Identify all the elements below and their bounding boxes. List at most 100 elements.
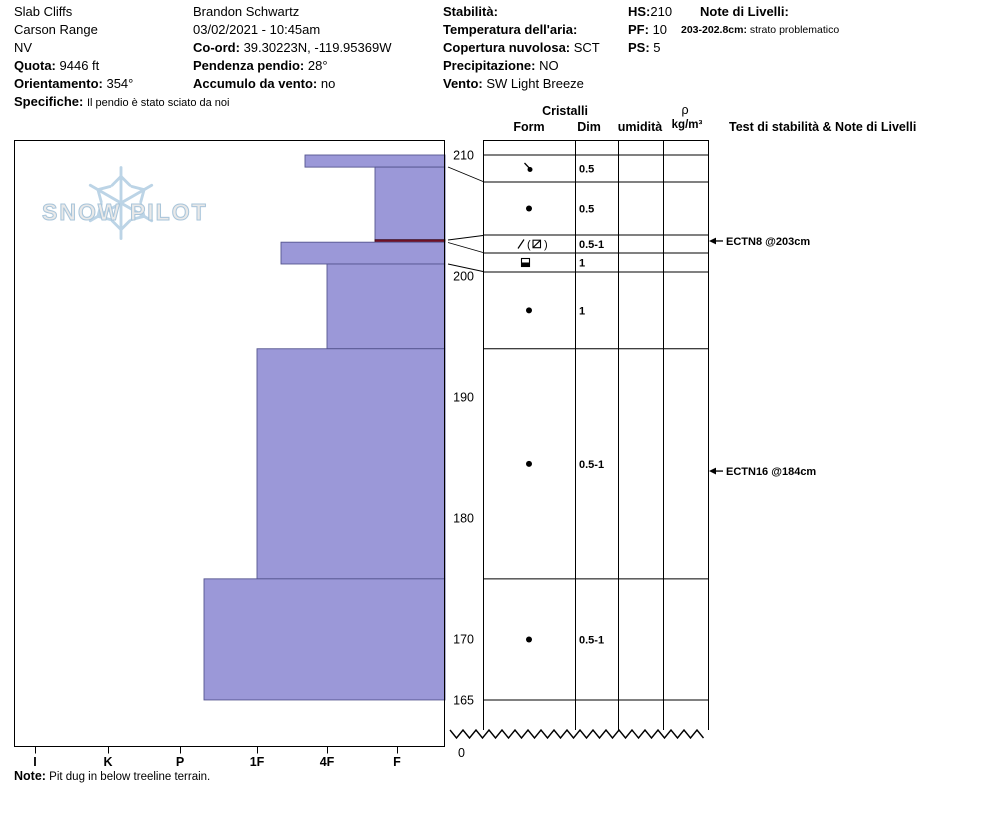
pf-label: PF:	[628, 22, 649, 37]
grain-form-symbol-rounded	[526, 460, 532, 467]
grain-form-paren-open: (	[527, 239, 531, 251]
pf-row: PF: 10	[628, 22, 672, 40]
specifics-label: Specifiche:	[14, 94, 84, 109]
grain-size-value: 0.5-1	[579, 459, 604, 471]
hardness-axis-label: F	[393, 755, 401, 769]
air-temp-row: Temperatura dell'aria:	[443, 22, 600, 40]
aspect-row: Orientamento: 354°	[14, 76, 229, 94]
crystals-column-header: Cristalli	[542, 104, 588, 118]
grain-size-value: 1	[579, 305, 585, 317]
depth-axis-zero-label: 0	[458, 746, 465, 760]
snow-layer-bar	[304, 154, 446, 168]
depth-axis-label: 200	[453, 269, 474, 283]
grain-form-symbol-rounded	[526, 307, 532, 314]
footer-note: Note: Pit dug in below treeline terrain.	[14, 769, 210, 783]
sky-cover-value: SCT	[573, 40, 600, 55]
sky-cover-row: Copertura nuvolosa: SCT	[443, 40, 600, 58]
layer-leader-line	[447, 263, 484, 272]
layer-leader-line	[447, 242, 484, 253]
header-snowpack-block: HS:210 PF: 10 PS: 5	[628, 4, 672, 58]
slope-angle-row: Pendenza pendio: 28°	[193, 58, 391, 76]
wind-row: Vento: SW Light Breeze	[443, 76, 600, 94]
mountain-range: Carson Range	[14, 22, 98, 37]
wind-value: SW Light Breeze	[486, 76, 584, 91]
elevation-label: Quota:	[14, 58, 56, 73]
stability-tests-column-header: Test di stabilità & Note di Livelli	[729, 120, 917, 134]
density-symbol-header: ρ	[681, 103, 689, 117]
form-column-header: Form	[513, 120, 545, 134]
depth-axis-label: 190	[453, 391, 474, 405]
layer-notes-title: Note di Livelli:	[700, 4, 789, 19]
hardness-axis-label: 4F	[320, 755, 335, 769]
stability-label: Stabilità:	[443, 4, 498, 19]
pf-value: 10	[652, 22, 668, 37]
snow-layer-bar	[203, 578, 446, 701]
header-observer-block: Brandon Schwartz 03/02/2021 - 10:45am Co…	[193, 4, 391, 94]
grain-form-symbol-rounded	[526, 636, 532, 643]
hs-row: HS:210	[628, 4, 672, 22]
grain-form-symbol-crust-fill	[521, 262, 530, 267]
observer-name: Brandon Schwartz	[193, 4, 300, 19]
layer-notes-entry: 203-202.8cm: strato problematico	[681, 24, 839, 38]
grain-size-value: 1	[579, 258, 585, 270]
grain-form-symbol-decomposing-slash	[524, 162, 531, 170]
grain-form-symbol-rounded	[526, 205, 532, 212]
test-arrow-icon	[709, 237, 716, 245]
hardness-axis-label: P	[176, 755, 184, 769]
snow-layer-bar	[374, 166, 446, 241]
layer-leader-line	[447, 166, 484, 182]
footer-note-text: Pit dug in below treeline terrain.	[49, 771, 211, 783]
precip-value: NO	[539, 58, 559, 73]
header-weather-block: Stabilità: Temperatura dell'aria: Copert…	[443, 4, 600, 94]
hardness-axis-label: I	[33, 755, 36, 769]
snow-layer-bar	[326, 263, 446, 350]
slope-angle-label: Pendenza pendio:	[193, 58, 305, 73]
hs-value: 210	[650, 4, 673, 19]
depth-axis-label: 210	[453, 148, 474, 162]
slope-angle-value: 28°	[307, 58, 328, 73]
stability-test-label: ECTN8 @203cm	[726, 236, 810, 248]
dim-column-header: Dim	[577, 120, 601, 134]
elevation-row: Quota: 9446 ft	[14, 58, 229, 76]
layer-notes-entry-text: strato problematico	[749, 24, 840, 36]
grain-size-value: 0.5	[579, 164, 594, 176]
coordinates-value: 39.30223N, -119.95369W	[243, 40, 392, 55]
grain-form-symbol-faceted-diagonal	[532, 239, 541, 249]
wind-loading-label: Accumulo da vento:	[193, 76, 318, 91]
grain-size-value: 0.5-1	[579, 634, 604, 646]
elevation-value: 9446 ft	[59, 58, 100, 73]
grain-form-symbol-faceted-box	[532, 239, 542, 249]
stability-row: Stabilità:	[443, 4, 600, 22]
precip-label: Precipitazione:	[443, 58, 536, 73]
aspect-label: Orientamento:	[14, 76, 103, 91]
hardness-axis-label: 1F	[250, 755, 265, 769]
test-arrow-icon	[709, 467, 716, 475]
hardness-axis-label: K	[103, 755, 112, 769]
precip-row: Precipitazione: NO	[443, 58, 600, 76]
depth-axis-label: 170	[453, 633, 474, 647]
density-unit-header: kg/m³	[671, 119, 703, 131]
wind-label: Vento:	[443, 76, 483, 91]
specifics-value: Il pendio è stato sciato da noi	[86, 97, 230, 109]
coordinates-label: Co-ord:	[193, 40, 240, 55]
aspect-value: 354°	[106, 76, 134, 91]
grain-size-value: 0.5-1	[579, 239, 604, 251]
snow-layer-bar	[280, 241, 446, 265]
site-name: Slab Cliffs	[14, 4, 73, 19]
coordinates-row: Co-ord: 39.30223N, -119.95369W	[193, 40, 391, 58]
ps-label: PS:	[628, 40, 650, 55]
air-temp-label: Temperatura dell'aria:	[443, 22, 578, 37]
header-location-block: Slab Cliffs Carson Range NV Quota: 9446 …	[14, 4, 229, 112]
depth-axis-label: 165	[453, 693, 474, 707]
hs-label: HS:	[628, 4, 651, 19]
stability-test-label: ECTN16 @184cm	[726, 466, 816, 478]
specifics-row: Specifiche: Il pendio è stato sciato da …	[14, 94, 229, 112]
grain-form-symbol-slash	[517, 239, 525, 249]
layer-notes-entry-depth: 203-202.8cm:	[681, 24, 747, 36]
snowpilot-logo-text: SNOW PILOT	[42, 199, 208, 226]
humidity-column-header: umidità	[617, 120, 663, 134]
grain-size-value: 0.5	[579, 204, 594, 216]
snow-layer-bar	[256, 348, 446, 580]
